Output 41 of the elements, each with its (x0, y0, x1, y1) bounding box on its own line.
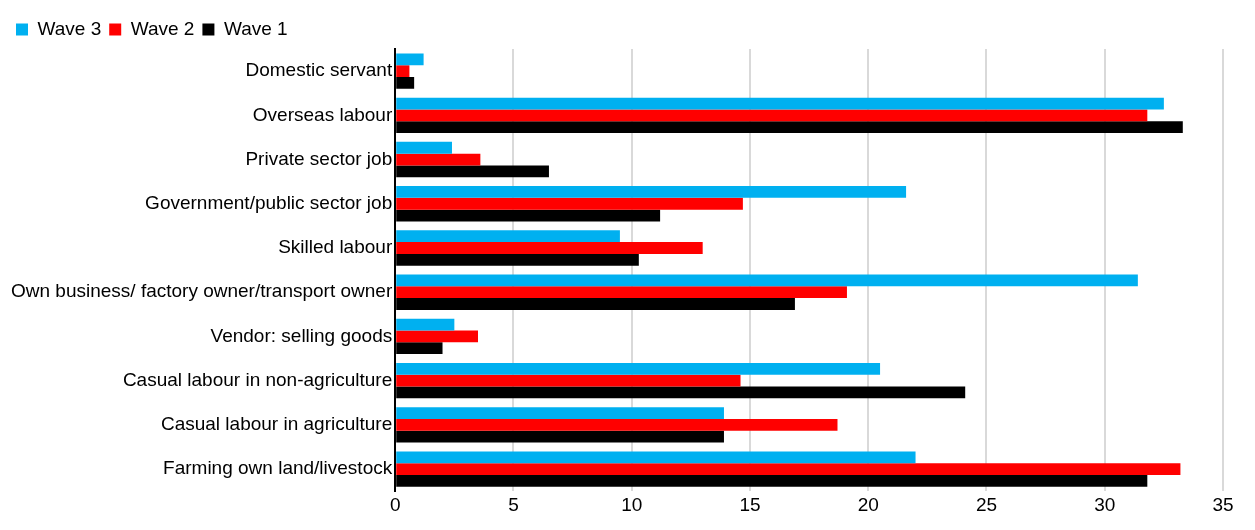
bar (396, 286, 847, 299)
bar (396, 463, 1181, 475)
y-tick-label: Vendor: selling goods (210, 324, 393, 346)
bar (396, 374, 741, 387)
bar (396, 407, 724, 419)
legend-label: Wave 2 (130, 17, 195, 39)
bar (396, 153, 481, 166)
legend-label: Wave 3 (37, 17, 102, 39)
legend-label: Wave 1 (223, 17, 288, 39)
x-tick-label: 25 (975, 493, 998, 515)
y-tick-label: Skilled labour (278, 236, 393, 258)
y-tick-label: Casual labour in agriculture (160, 413, 393, 435)
bar (396, 53, 424, 66)
y-tick-label: Casual labour in non-agriculture (122, 368, 393, 390)
y-tick-label: Overseas labour (252, 103, 393, 125)
bar (396, 97, 1164, 110)
x-tick-label: 15 (739, 493, 761, 515)
x-tick-label: 10 (621, 493, 643, 515)
x-tick-label: 0 (389, 493, 401, 515)
bar (396, 109, 1148, 122)
y-tick-label: Private sector job (245, 147, 393, 169)
x-tick-label: 30 (1094, 493, 1116, 515)
bar (396, 230, 620, 243)
bar (396, 186, 907, 198)
x-tick-label: 5 (508, 493, 519, 515)
bar (396, 330, 478, 343)
y-tick-label: Own business/ factory owner/transport owner (10, 280, 393, 302)
x-tick-label: 35 (1212, 493, 1234, 515)
bar (396, 318, 455, 331)
y-tick-label: Government/public sector job (145, 192, 393, 213)
bar (396, 242, 703, 254)
bar (396, 197, 743, 210)
bar (396, 418, 838, 431)
y-tick-label: Farming own land/livestock (163, 457, 393, 479)
x-tick-label: 20 (857, 493, 879, 515)
bar (396, 274, 1138, 287)
bar (396, 65, 410, 78)
y-tick-label: Domestic servant (245, 59, 393, 81)
bar (396, 451, 916, 464)
bar (396, 141, 452, 154)
bar (396, 362, 881, 375)
